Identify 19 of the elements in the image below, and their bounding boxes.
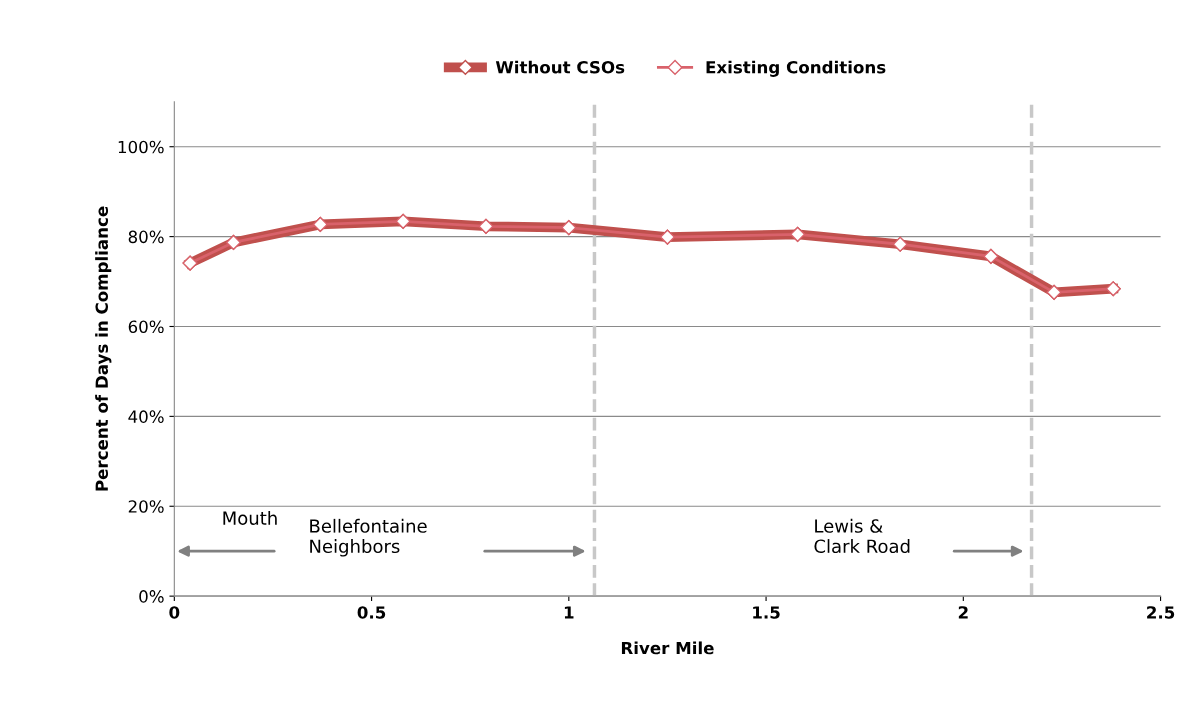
x-tick-label: 0.5 <box>357 606 386 619</box>
y-tick-label: 80% <box>128 230 164 244</box>
legend-label: Without CSOs <box>495 60 625 74</box>
y-tick-label: 100% <box>118 140 164 154</box>
legend-label: Existing Conditions <box>706 60 886 77</box>
x-tick-label: 1.5 <box>753 606 780 619</box>
y-tick-label: 40% <box>128 410 164 423</box>
x-tick-label: 2.5 <box>1147 606 1175 619</box>
y-axis-title: Percent of Days in Compliance <box>95 206 112 491</box>
x-tick-label: 1 <box>564 606 574 619</box>
y-tick-label: 20% <box>128 500 164 513</box>
annotation: Bellefontaine Neighbors <box>310 518 427 557</box>
x-axis-title: River Mile <box>621 641 714 655</box>
annotation: Mouth <box>223 511 277 525</box>
x-tick-label: 2 <box>958 606 968 619</box>
y-tick-label: 0% <box>139 590 164 603</box>
x-tick-label: 0 <box>169 606 180 619</box>
annotation: Lewis & Clark Road <box>814 518 910 554</box>
y-tick-label: 60% <box>128 320 164 334</box>
